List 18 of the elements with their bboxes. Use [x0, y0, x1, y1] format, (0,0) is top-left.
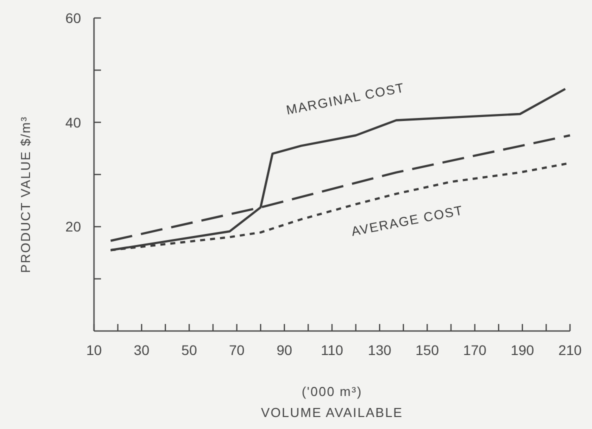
y-tick-label: 40	[65, 114, 82, 130]
y-tick-label: 60	[65, 10, 82, 26]
x-tick-label: 30	[134, 342, 150, 358]
x-tick-label: 110	[320, 342, 344, 358]
x-tick-label: 210	[558, 342, 582, 358]
text: AVERAGE COST	[350, 202, 464, 239]
x-tick-label: 90	[276, 342, 292, 358]
x-tick-label: 170	[463, 342, 487, 358]
x-tick-label: 70	[229, 342, 245, 358]
x-tick-label: 50	[181, 342, 198, 358]
x-tick-label: 190	[510, 342, 534, 358]
x-tick-label: 10	[86, 342, 102, 358]
y-axis-title: PRODUCT VALUE $/m³	[18, 116, 33, 273]
text: MARGINAL COST	[285, 80, 406, 118]
y-tick-label: 20	[65, 218, 82, 235]
x-axis-title: ('000 m³) VOLUME AVAILABLE	[261, 384, 403, 420]
x-tick-label: 150	[416, 342, 440, 358]
x-tick-label: 130	[368, 342, 392, 358]
